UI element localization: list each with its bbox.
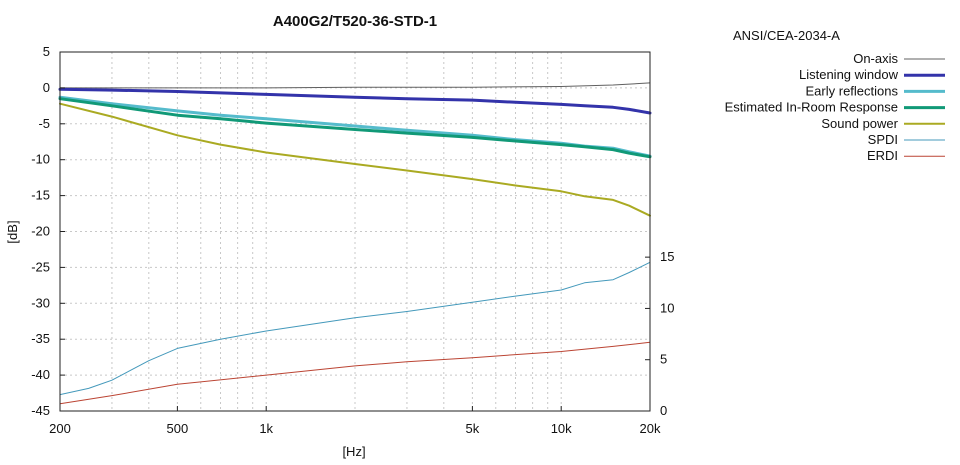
series-line-on-axis	[59, 82, 651, 89]
series-line-sound-power	[59, 102, 651, 217]
y-tick-label: -20	[31, 224, 50, 239]
series-group	[58, 82, 652, 405]
series-line-erdi	[59, 341, 651, 405]
legend-label: Early reflections	[806, 83, 899, 98]
y-tick-label: -10	[31, 152, 50, 167]
legend-label: Sound power	[821, 116, 898, 131]
legend-label: Listening window	[799, 67, 899, 82]
y-tick-label: -15	[31, 188, 50, 203]
x-tick-label: 500	[167, 421, 189, 436]
chart-title: A400G2/T520-36-STD-1	[273, 13, 437, 30]
legend-label: Estimated In-Room Response	[725, 100, 898, 115]
x-tick-label: 1k	[259, 421, 273, 436]
x-tick-label: 20k	[640, 421, 661, 436]
standard-label: ANSI/CEA-2034-A	[733, 28, 840, 43]
series-line-spdi	[59, 261, 651, 396]
y-tick-label: -25	[31, 259, 50, 274]
x-tick-label: 10k	[551, 421, 572, 436]
y-tick-label: -35	[31, 331, 50, 346]
y2-tick-label: 0	[660, 403, 667, 418]
y2-tick-label: 5	[660, 352, 667, 367]
legend-label: SPDI	[868, 132, 898, 147]
y2-tick-label: 15	[660, 249, 674, 264]
x-tick-label: 5k	[466, 421, 480, 436]
y-tick-label: 0	[43, 80, 50, 95]
y-tick-label: -30	[31, 295, 50, 310]
y-axis-label: [dB]	[5, 220, 20, 243]
series-line-listening-window	[58, 87, 652, 115]
y-tick-label: -45	[31, 403, 50, 418]
series-line-estimated-in-room-response	[58, 97, 652, 159]
axis-ticks: 200 500 1k 5k 10k 20k 5 0 -5 -10 -15 -20 -25 -30 -35 -4…	[31, 44, 674, 436]
y-tick-label: -5	[38, 116, 50, 131]
legend-label: ERDI	[867, 148, 898, 163]
legend-label: On-axis	[853, 51, 898, 66]
y2-tick-label: 10	[660, 300, 674, 315]
y-tick-label: -40	[31, 367, 50, 382]
x-tick-label: 200	[49, 421, 71, 436]
y-tick-label: 5	[43, 44, 50, 59]
x-axis-label: [Hz]	[342, 444, 365, 459]
grid	[60, 52, 650, 411]
